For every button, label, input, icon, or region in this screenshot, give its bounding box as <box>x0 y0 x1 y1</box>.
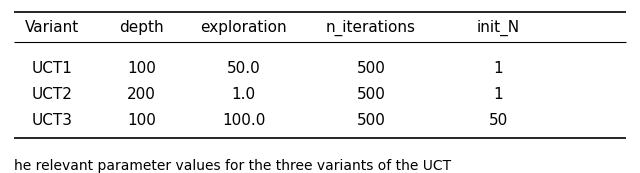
Text: 500: 500 <box>356 113 385 128</box>
Text: n_iterations: n_iterations <box>326 20 416 36</box>
Text: exploration: exploration <box>200 20 287 35</box>
Text: 1.0: 1.0 <box>232 87 255 102</box>
Text: 50: 50 <box>489 113 508 128</box>
Text: 100.0: 100.0 <box>222 113 265 128</box>
Text: 500: 500 <box>356 61 385 76</box>
Text: 50.0: 50.0 <box>227 61 260 76</box>
Text: 1: 1 <box>493 61 503 76</box>
Text: UCT2: UCT2 <box>32 87 73 102</box>
Text: he relevant parameter values for the three variants of the UCT: he relevant parameter values for the thr… <box>14 159 451 173</box>
Text: UCT1: UCT1 <box>32 61 73 76</box>
Text: 1: 1 <box>493 87 503 102</box>
Text: 100: 100 <box>127 61 156 76</box>
Text: 200: 200 <box>127 87 156 102</box>
Text: depth: depth <box>119 20 164 35</box>
Text: init_N: init_N <box>477 20 520 36</box>
Text: 500: 500 <box>356 87 385 102</box>
Text: UCT3: UCT3 <box>32 113 73 128</box>
Text: 100: 100 <box>127 113 156 128</box>
Text: Variant: Variant <box>25 20 79 35</box>
